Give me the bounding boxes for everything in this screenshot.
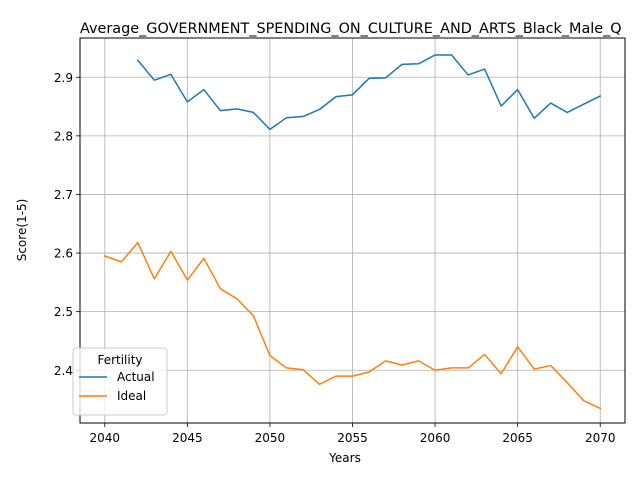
y-tick-label: 2.8: [54, 129, 73, 143]
y-tick-label: 2.6: [54, 247, 73, 261]
legend-box: [72, 347, 168, 416]
x-axis-ticks: 2040 2045 2050 2055 2060 2065 2070: [89, 423, 616, 445]
x-tick-label: 2050: [255, 431, 286, 445]
y-tick-label: 2.9: [54, 71, 73, 85]
x-tick-label: 2065: [502, 431, 533, 445]
legend-label-ideal: Ideal: [117, 389, 146, 403]
series-lines: [103, 54, 602, 410]
y-tick-label: 2.4: [54, 364, 73, 378]
x-tick-label: 2070: [585, 431, 616, 445]
y-tick-label: 2.5: [54, 305, 73, 319]
chart-title: Average_GOVERNMENT_SPENDING_ON_CULTURE_A…: [80, 21, 622, 37]
x-axis-label: Years: [328, 451, 361, 465]
legend: Fertility Actual Ideal: [72, 347, 168, 416]
y-axis-label: Score(1-5): [15, 199, 29, 262]
x-tick-label: 2040: [89, 431, 120, 445]
grid-lines: [80, 38, 625, 423]
x-tick-label: 2045: [172, 431, 203, 445]
legend-label-actual: Actual: [117, 370, 155, 384]
x-tick-label: 2060: [420, 431, 451, 445]
legend-title: Fertility: [97, 353, 142, 367]
series-line-actual: [136, 54, 602, 131]
y-tick-label: 2.7: [54, 188, 73, 202]
y-axis-ticks: 2.4 2.5 2.6 2.7 2.8 2.9: [54, 71, 80, 378]
x-tick-label: 2055: [337, 431, 368, 445]
